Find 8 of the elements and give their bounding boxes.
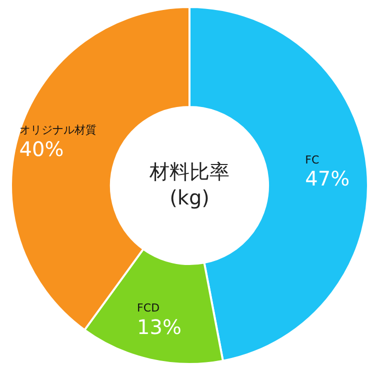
data-label: 40% xyxy=(19,136,64,161)
data-label: 13% xyxy=(137,314,182,339)
text: 材料比率 xyxy=(148,160,230,184)
slice-label: オリジナル材質 xyxy=(19,124,96,137)
slice-label: FC xyxy=(305,153,320,166)
text: (kg) xyxy=(170,186,210,210)
slice-label: FCD xyxy=(137,302,160,315)
data-label: 47% xyxy=(305,166,350,191)
